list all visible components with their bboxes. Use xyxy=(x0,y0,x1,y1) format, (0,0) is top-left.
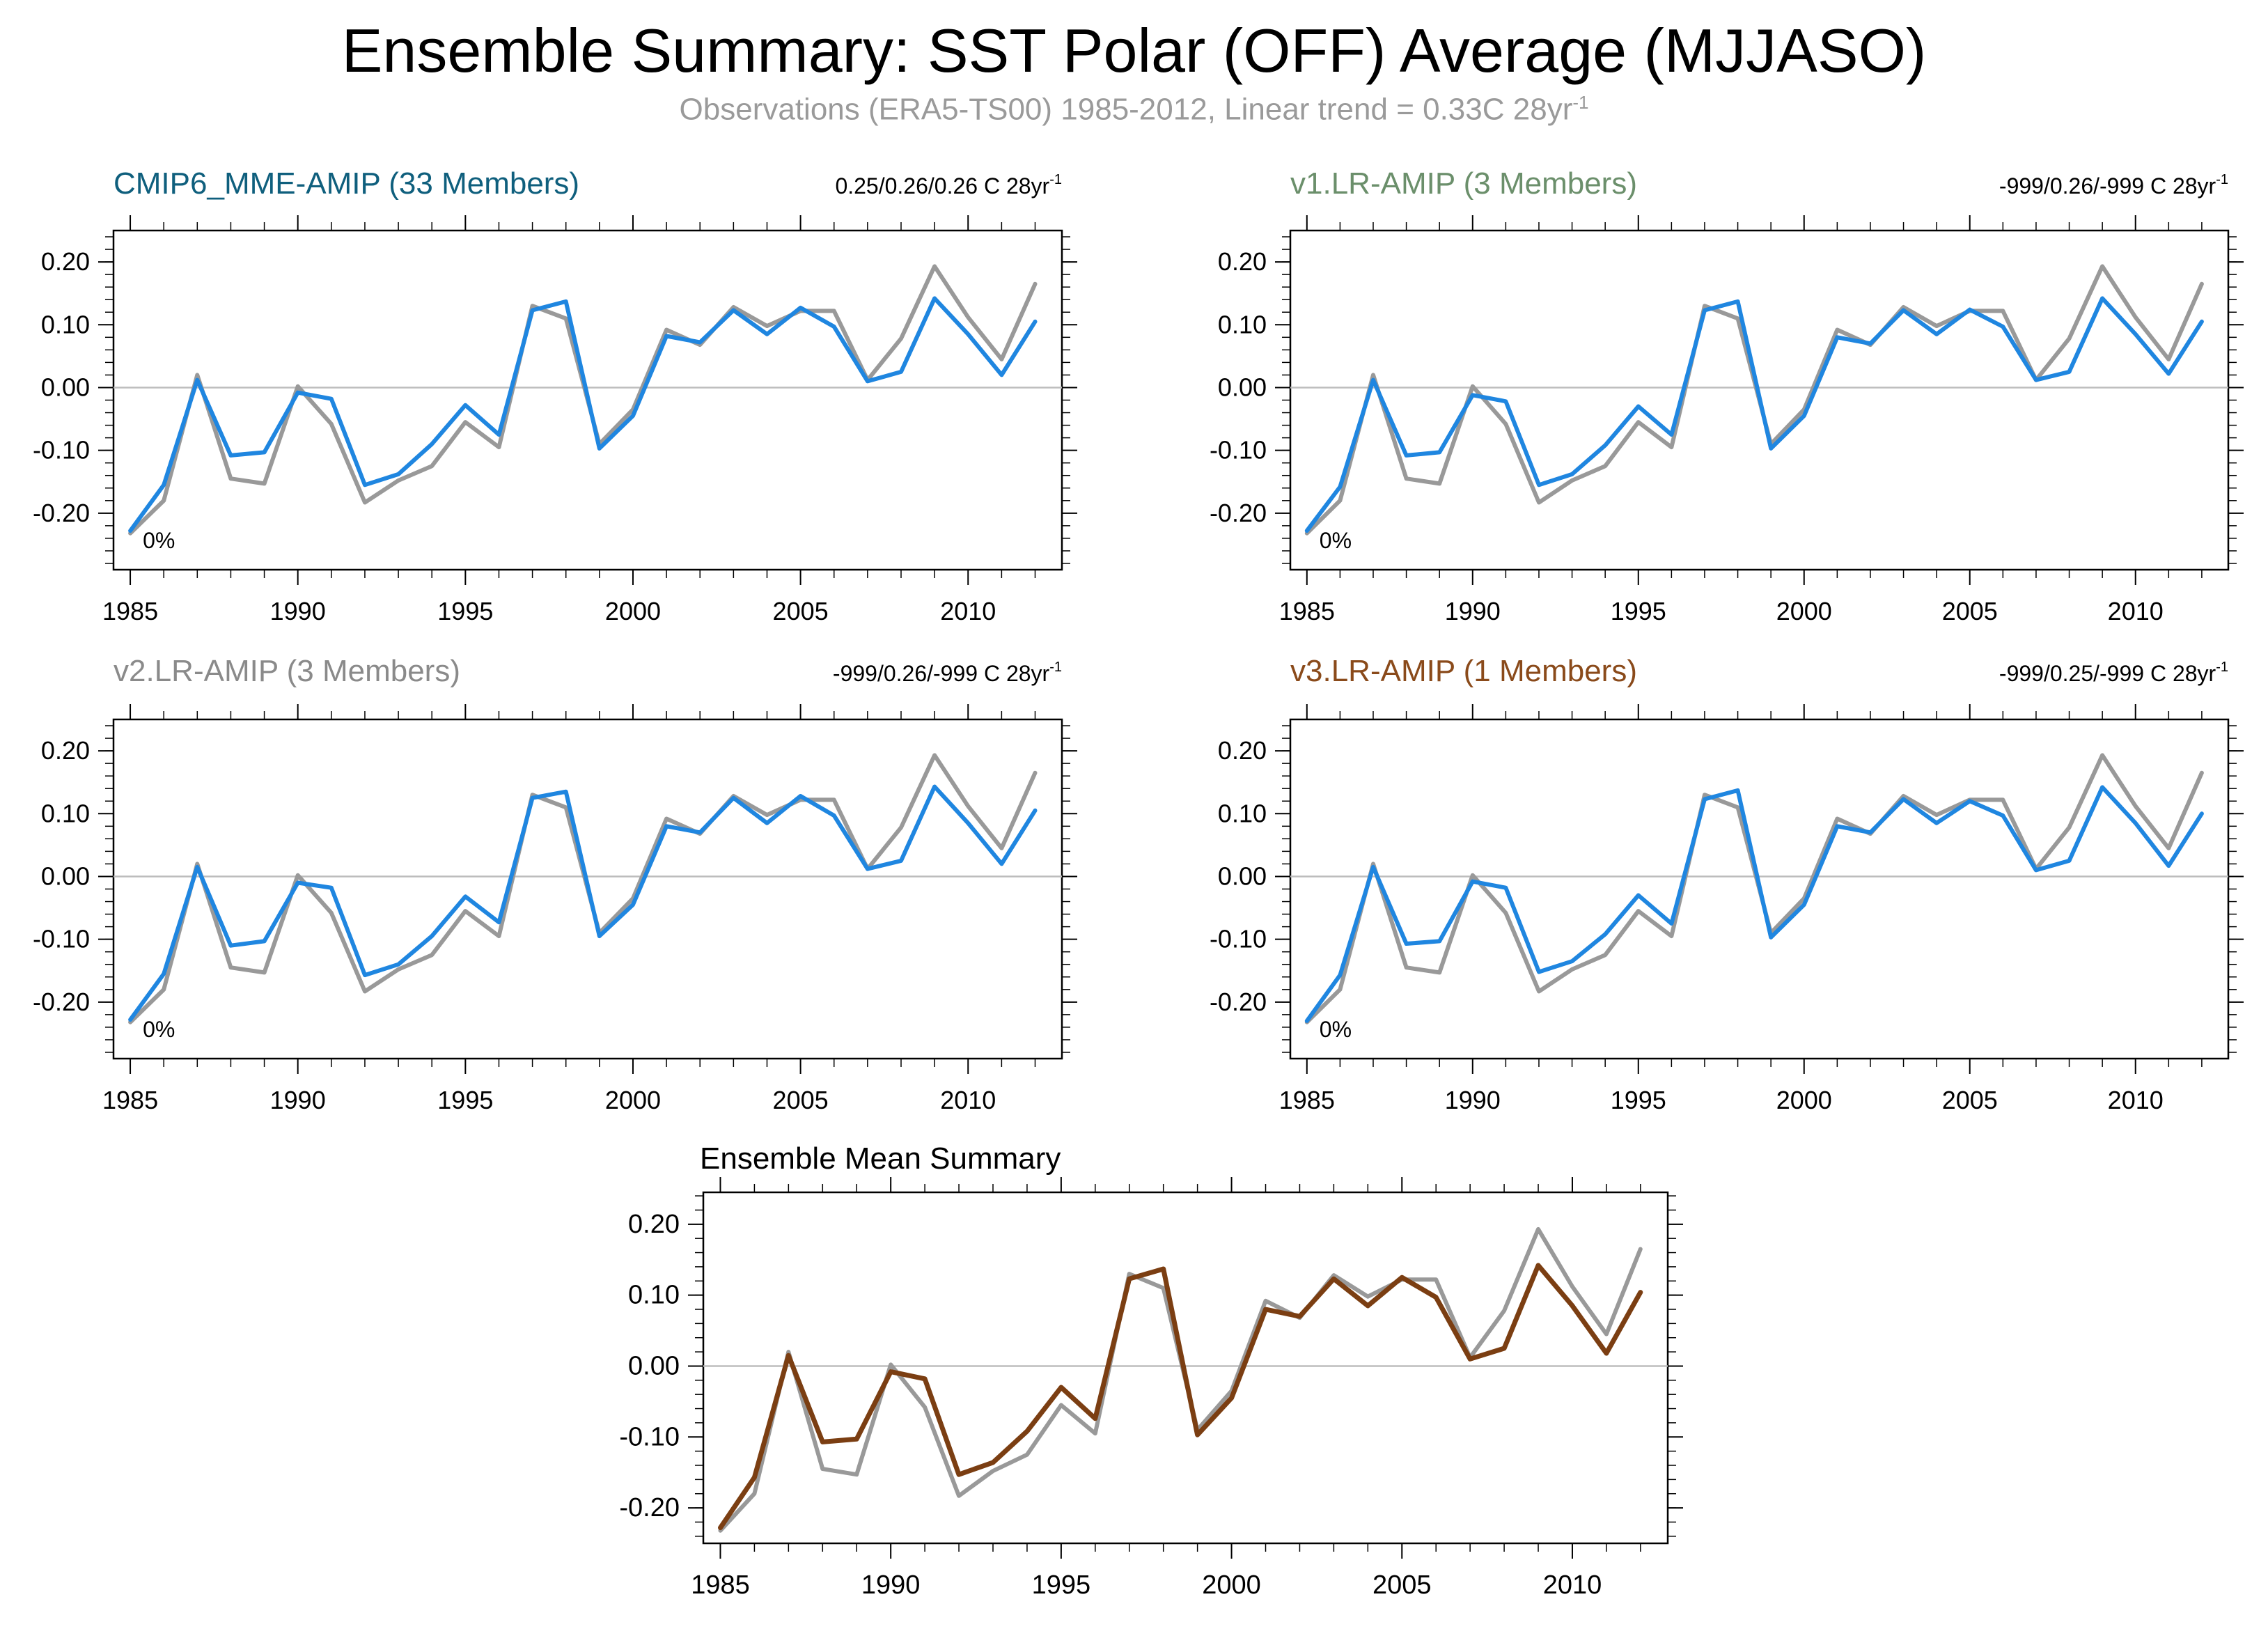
figure-subtitle: Observations (ERA5-TS00) 1985-2012, Line… xyxy=(0,92,2268,127)
x-tick-label: 1995 xyxy=(1032,1570,1091,1600)
x-tick-label: 1985 xyxy=(1279,597,1335,625)
y-tick-label: 0.10 xyxy=(1218,799,1267,827)
x-tick-label: 2005 xyxy=(1942,597,1998,625)
percent-label: 0% xyxy=(1320,1017,1352,1042)
y-tick-label: -0.20 xyxy=(619,1493,680,1522)
y-tick-label: 0.10 xyxy=(628,1281,680,1310)
x-tick-label: 2010 xyxy=(2108,597,2164,625)
panel-title: Ensemble Mean Summary xyxy=(700,1141,1061,1176)
trend-label-superscript: -1 xyxy=(2216,172,2228,187)
y-tick-label: -0.10 xyxy=(1210,925,1267,953)
x-tick-label: 2010 xyxy=(940,597,996,625)
trend-label-text: 0.25/0.26/0.26 C 28yr xyxy=(835,173,1049,198)
series-line-obs xyxy=(1304,264,2204,536)
percent-label: 0% xyxy=(143,528,175,553)
x-tick-label: 2005 xyxy=(1942,1086,1998,1114)
y-tick-label: -0.20 xyxy=(33,988,90,1016)
panel-title: CMIP6_MME-AMIP (33 Members) xyxy=(114,166,579,201)
series-line-obs xyxy=(128,264,1038,536)
y-tick-label: 0.20 xyxy=(628,1210,680,1239)
panel-cmip6-mme: -0.20 -0.10 0.00 0.10 0.20 1985 1990 1995 2000 20… xyxy=(33,166,1077,625)
x-tick-label: 1990 xyxy=(270,597,326,625)
y-tick-label: 0.00 xyxy=(1218,373,1267,401)
y-tick-label: 0.10 xyxy=(1218,310,1267,338)
y-tick-label: -0.20 xyxy=(1210,499,1267,527)
x-tick-label: 2005 xyxy=(1372,1570,1432,1600)
y-tick-label: 0.20 xyxy=(41,736,90,765)
x-tick-label: 1990 xyxy=(270,1086,326,1114)
series-line-obs xyxy=(128,753,1038,1024)
panel-title: v3.LR-AMIP (1 Members) xyxy=(1290,654,1637,688)
y-tick-label: -0.10 xyxy=(619,1422,680,1451)
y-tick-label: 0.20 xyxy=(41,247,90,276)
panel-v2-lr: -0.20 -0.10 0.00 0.10 0.20 1985 1990 1995 2000 20… xyxy=(33,654,1077,1114)
x-tick-label: 2010 xyxy=(940,1086,996,1114)
trend-label-text: -999/0.26/-999 C 28yr xyxy=(833,661,1050,686)
plot-frame xyxy=(702,1191,1669,1545)
y-tick-label: -0.10 xyxy=(1210,436,1267,465)
trend-label: -999/0.26/-999 C 28yr-1 xyxy=(1999,172,2228,198)
x-tick-label: 2000 xyxy=(605,597,661,625)
series-line-obs xyxy=(718,1226,1643,1533)
trend-label-text: -999/0.25/-999 C 28yr xyxy=(1999,661,2216,686)
series-line-model xyxy=(1304,296,2204,533)
y-tick-label: 0.00 xyxy=(41,373,90,401)
x-tick-label: 1995 xyxy=(1611,597,1666,625)
panel-v3-lr: -0.20 -0.10 0.00 0.10 0.20 1985 1990 1995 2000 20… xyxy=(1210,654,2244,1114)
x-tick-label: 1990 xyxy=(861,1570,921,1600)
y-tick-label: 0.10 xyxy=(41,310,90,338)
panel-title: v2.LR-AMIP (3 Members) xyxy=(114,654,460,688)
x-tick-label: 1990 xyxy=(1445,597,1501,625)
x-tick-label: 2000 xyxy=(1776,1086,1832,1114)
x-tick-label: 1985 xyxy=(691,1570,750,1600)
x-tick-label: 1985 xyxy=(1279,1086,1335,1114)
y-tick-label: -0.10 xyxy=(33,925,90,953)
x-tick-label: 1995 xyxy=(1611,1086,1666,1114)
y-tick-label: 0.20 xyxy=(1218,247,1267,276)
x-tick-label: 2010 xyxy=(1543,1570,1602,1600)
y-tick-label: 0.10 xyxy=(41,799,90,827)
x-tick-label: 1985 xyxy=(102,597,158,625)
series-line-mean xyxy=(718,1263,1643,1531)
trend-label-superscript: -1 xyxy=(2216,660,2228,675)
panel-title: v1.LR-AMIP (3 Members) xyxy=(1290,166,1637,201)
subtitle-text: Observations (ERA5-TS00) 1985-2012, Line… xyxy=(679,92,1573,127)
y-tick-label: 0.00 xyxy=(628,1351,680,1380)
y-tick-label: -0.20 xyxy=(1210,988,1267,1016)
panel-v1-lr: -0.20 -0.10 0.00 0.10 0.20 1985 1990 1995 2000 20… xyxy=(1210,166,2244,625)
x-tick-label: 2010 xyxy=(2108,1086,2164,1114)
y-tick-label: 0.00 xyxy=(1218,862,1267,890)
figure-title: Ensemble Summary: SST Polar (OFF) Averag… xyxy=(341,16,1927,85)
trend-label: 0.25/0.26/0.26 C 28yr-1 xyxy=(835,172,1062,198)
trend-label-text: -999/0.26/-999 C 28yr xyxy=(1999,173,2216,198)
x-tick-label: 2000 xyxy=(1202,1570,1261,1600)
percent-label: 0% xyxy=(143,1017,175,1042)
x-tick-label: 1995 xyxy=(437,1086,493,1114)
trend-label-superscript: -1 xyxy=(1049,172,1062,187)
y-tick-label: -0.10 xyxy=(33,436,90,465)
series-line-obs xyxy=(1304,753,2204,1024)
y-tick-label: 0.20 xyxy=(1218,736,1267,765)
x-tick-label: 1985 xyxy=(102,1086,158,1114)
x-tick-label: 2000 xyxy=(605,1086,661,1114)
x-tick-label: 2005 xyxy=(773,1086,829,1114)
series-line-model xyxy=(128,784,1038,1022)
trend-label: -999/0.26/-999 C 28yr-1 xyxy=(833,660,1062,686)
x-tick-label: 1990 xyxy=(1445,1086,1501,1114)
y-tick-label: 0.00 xyxy=(41,862,90,890)
trend-label: -999/0.25/-999 C 28yr-1 xyxy=(1999,660,2228,686)
percent-label: 0% xyxy=(1320,528,1352,553)
series-line-model xyxy=(128,296,1038,533)
x-tick-label: 2005 xyxy=(773,597,829,625)
subtitle-superscript: -1 xyxy=(1572,92,1589,113)
trend-label-superscript: -1 xyxy=(1049,660,1062,675)
x-tick-label: 2000 xyxy=(1776,597,1832,625)
panel-ensemble-mean: -0.20 -0.10 0.00 0.10 0.20 1985 1990 1995 2000 20… xyxy=(619,1141,1683,1600)
series-line-model xyxy=(1304,785,2204,1023)
x-tick-label: 1995 xyxy=(437,597,493,625)
y-tick-label: -0.20 xyxy=(33,499,90,527)
